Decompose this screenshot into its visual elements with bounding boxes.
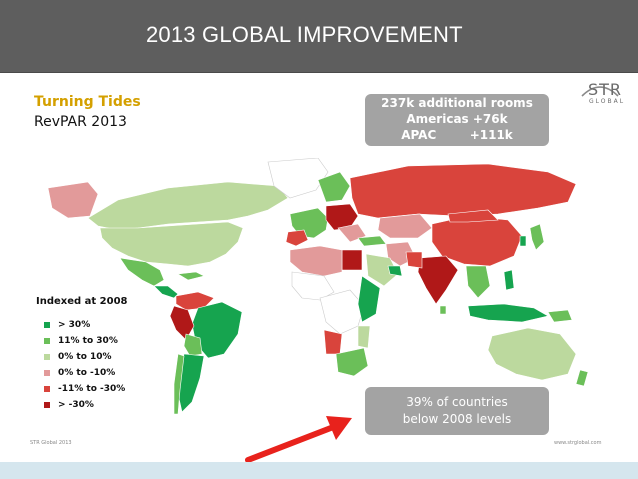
region-angola bbox=[323, 329, 343, 355]
legend-swatch bbox=[44, 338, 50, 344]
legend-label: > -30% bbox=[58, 400, 94, 410]
region-india bbox=[417, 255, 459, 305]
region-scandinavia bbox=[317, 171, 351, 203]
region-iberia bbox=[285, 229, 309, 247]
callout-line-2: below 2008 levels bbox=[402, 412, 512, 426]
region-caribbean bbox=[177, 271, 205, 281]
region-sri-lanka bbox=[439, 305, 447, 315]
region-mongolia bbox=[447, 209, 499, 223]
region-indonesia bbox=[467, 303, 549, 323]
region-south-africa bbox=[335, 347, 369, 377]
region-japan bbox=[529, 223, 545, 251]
region-uae bbox=[387, 265, 403, 277]
legend-swatch bbox=[44, 402, 50, 408]
legend-swatch bbox=[44, 322, 50, 328]
region-pakistan bbox=[405, 251, 423, 269]
legend-label: -11% to -30% bbox=[58, 384, 126, 394]
region-peru bbox=[169, 305, 195, 341]
region-north-africa bbox=[289, 245, 343, 277]
region-new-zealand bbox=[575, 369, 588, 387]
slide-title: 2013 GLOBAL IMPROVEMENT bbox=[146, 22, 463, 47]
callout-line-1: 39% of countries bbox=[406, 395, 508, 409]
footer-source: STR Global 2013 bbox=[30, 440, 72, 446]
legend-label: 0% to -10% bbox=[58, 368, 116, 378]
region-east-africa bbox=[357, 275, 381, 323]
region-egypt bbox=[341, 249, 363, 271]
stats-line-rooms: 237k additional rooms bbox=[381, 96, 533, 110]
world-map bbox=[47, 158, 588, 415]
logo-subtext: GLOBAL bbox=[589, 98, 626, 105]
logo-arc-icon bbox=[581, 86, 619, 97]
stats-box: 237k additional rooms Americas +76k APAC… bbox=[365, 94, 549, 146]
legend-label: > 30% bbox=[58, 320, 91, 330]
legend-swatch bbox=[44, 354, 50, 360]
region-indochina bbox=[465, 265, 491, 299]
region-korea bbox=[519, 235, 527, 247]
region-central-america bbox=[153, 285, 179, 299]
region-chile bbox=[173, 353, 185, 415]
bottom-bar bbox=[0, 462, 638, 479]
region-central-africa bbox=[319, 289, 365, 335]
legend-swatch bbox=[44, 386, 50, 392]
region-png bbox=[547, 309, 573, 323]
region-russia bbox=[349, 163, 577, 219]
legend-label: 0% to 10% bbox=[58, 352, 112, 362]
legend-label: 11% to 30% bbox=[58, 336, 118, 346]
region-alaska bbox=[47, 181, 99, 219]
legend-title: Indexed at 2008 bbox=[36, 296, 128, 307]
legend-swatch bbox=[44, 370, 50, 376]
logo-text: STR bbox=[588, 80, 623, 99]
region-west-africa bbox=[291, 271, 335, 301]
region-canada bbox=[87, 181, 289, 231]
stats-line-americas: Americas +76k bbox=[406, 112, 508, 126]
region-turkey bbox=[357, 235, 387, 247]
region-australia bbox=[487, 327, 577, 381]
region-saudi bbox=[365, 253, 399, 287]
region-brazil bbox=[191, 301, 243, 359]
subtitle: Turning Tides bbox=[34, 94, 141, 110]
footer-url: www.strglobal.com bbox=[554, 440, 602, 446]
arrow-icon bbox=[245, 416, 352, 463]
region-mexico bbox=[119, 257, 165, 287]
region-mozambique bbox=[357, 325, 371, 349]
region-usa bbox=[99, 221, 244, 267]
region-kazakhstan bbox=[377, 213, 433, 239]
metric-label: RevPAR 2013 bbox=[34, 114, 127, 130]
region-balkans bbox=[337, 223, 367, 243]
slide-header: 2013 GLOBAL IMPROVEMENT bbox=[0, 0, 638, 73]
callout-box: 39% of countries below 2008 levels bbox=[365, 387, 549, 435]
stats-line-apac: APAC +111k bbox=[401, 128, 513, 142]
region-greenland bbox=[267, 158, 329, 199]
region-philippines bbox=[503, 269, 515, 291]
